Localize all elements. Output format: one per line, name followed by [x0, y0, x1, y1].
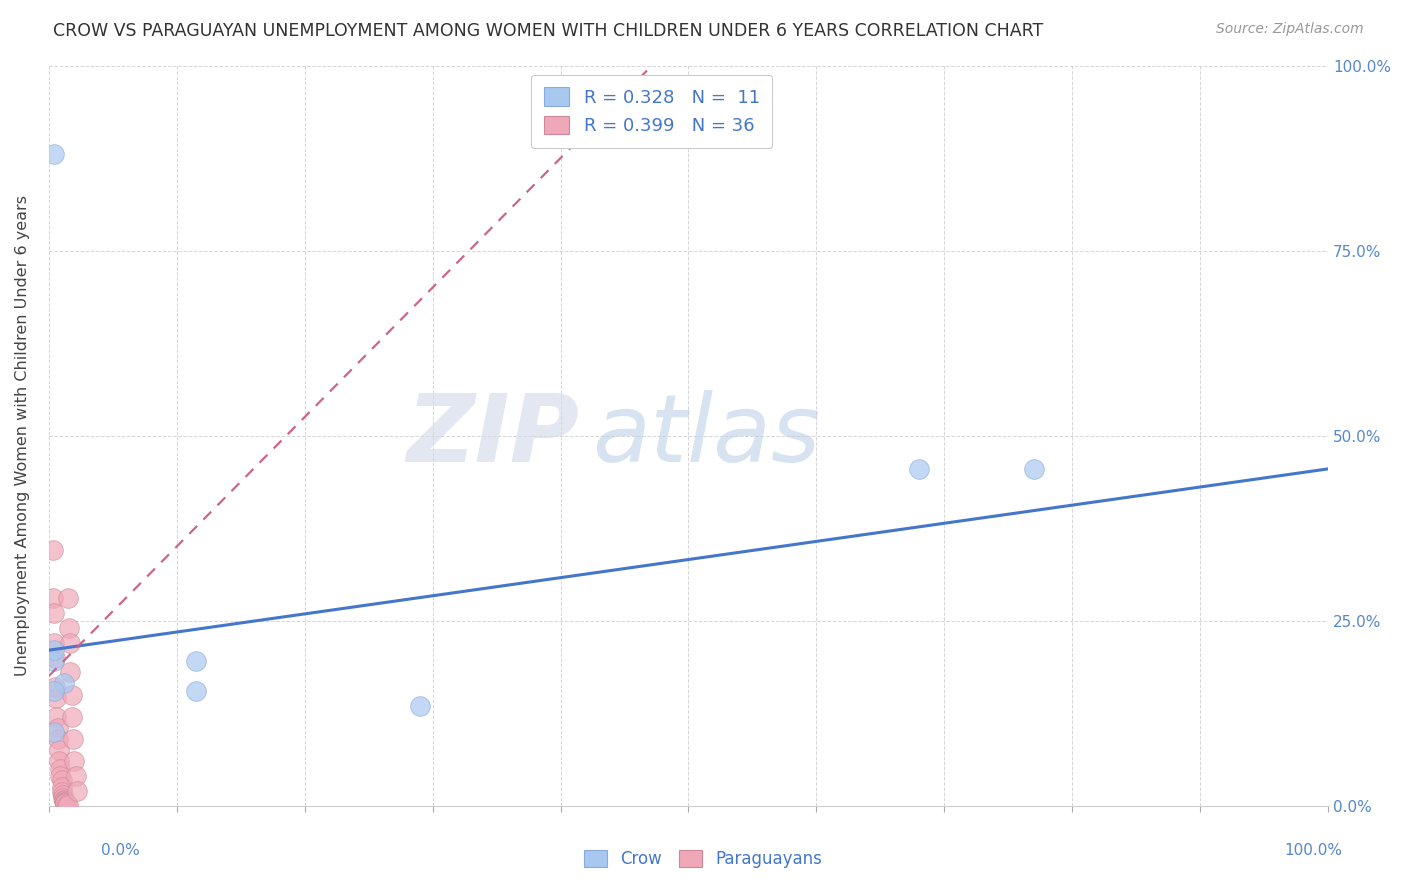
Point [51, 772, 73, 787]
Point [55, 796, 77, 810]
Point [45, 691, 67, 706]
Point [55, 797, 77, 811]
Point [65, 769, 87, 783]
Point [42, 606, 65, 620]
Point [42, 654, 65, 668]
Point [42, 636, 65, 650]
Point [42, 724, 65, 739]
Point [49, 762, 72, 776]
Text: 0.0%: 0.0% [101, 843, 141, 858]
Point [44, 650, 66, 665]
Point [184, 654, 207, 668]
Point [42, 643, 65, 657]
Point [41, 543, 63, 558]
Point [52, 788, 75, 802]
Text: CROW VS PARAGUAYAN UNEMPLOYMENT AMONG WOMEN WITH CHILDREN UNDER 6 YEARS CORRELAT: CROW VS PARAGUAYAN UNEMPLOYMENT AMONG WO… [53, 22, 1043, 40]
Point [51, 780, 73, 794]
Point [55, 797, 77, 811]
Point [56, 591, 79, 606]
Point [1022, 462, 1045, 476]
Point [44, 680, 66, 694]
Point [66, 784, 89, 798]
Point [60, 688, 83, 702]
Point [51, 785, 73, 799]
Text: 100.0%: 100.0% [1285, 843, 1343, 858]
Legend: Crow, Paraguayans: Crow, Paraguayans [576, 843, 830, 875]
Point [53, 792, 76, 806]
Point [60, 710, 83, 724]
Point [46, 721, 69, 735]
Text: ZIP: ZIP [406, 390, 579, 482]
Point [52, 791, 75, 805]
Point [48, 754, 70, 768]
Point [49, 769, 72, 783]
Point [62, 731, 84, 746]
Point [42, 684, 65, 698]
Point [55, 795, 77, 809]
Point [59, 665, 82, 680]
Point [56, 797, 79, 812]
Point [58, 621, 80, 635]
Point [41, 591, 63, 606]
Text: atlas: atlas [592, 390, 821, 481]
Point [48, 743, 70, 757]
Point [63, 754, 86, 768]
Point [907, 462, 929, 476]
Point [42, 147, 65, 161]
Text: Source: ZipAtlas.com: Source: ZipAtlas.com [1216, 22, 1364, 37]
Y-axis label: Unemployment Among Women with Children Under 6 years: Unemployment Among Women with Children U… [15, 195, 30, 676]
Point [409, 698, 432, 713]
Point [53, 794, 76, 808]
Point [53, 676, 76, 690]
Point [45, 710, 67, 724]
Point [59, 636, 82, 650]
Point [184, 684, 207, 698]
Legend: R = 0.328   N =  11, R = 0.399   N = 36: R = 0.328 N = 11, R = 0.399 N = 36 [531, 75, 772, 148]
Point [46, 731, 69, 746]
